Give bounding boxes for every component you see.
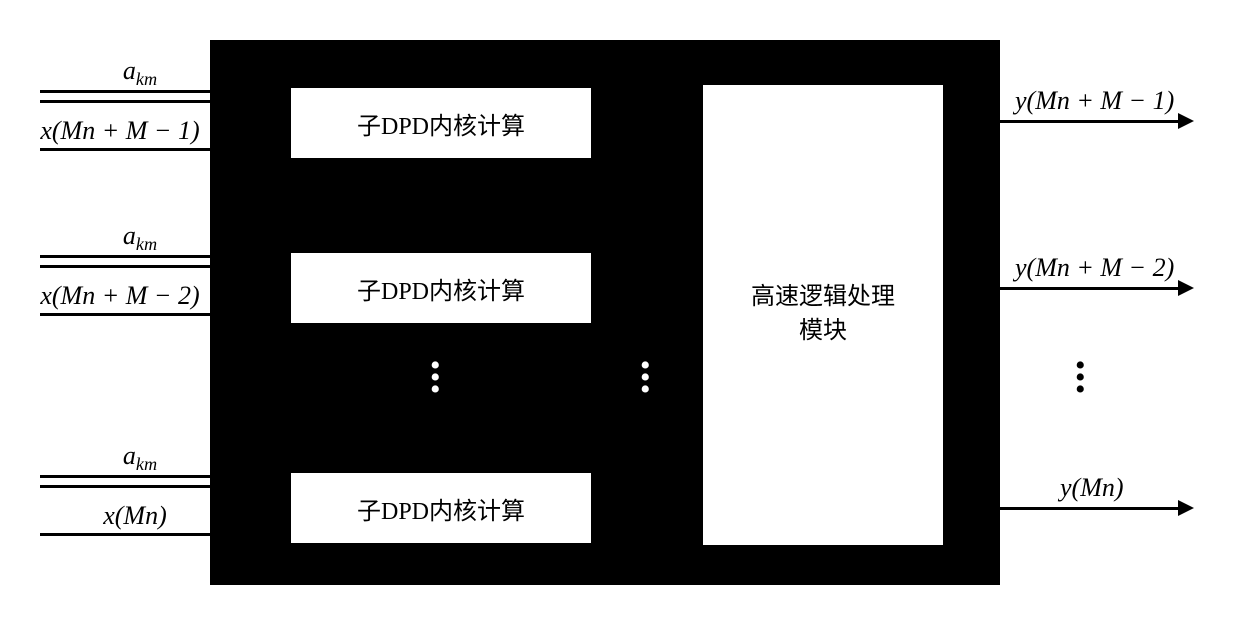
- input-line-a2b: [40, 265, 212, 268]
- dpd-box-2: 子DPD内核计算: [288, 250, 594, 326]
- input-line-a1b: [40, 100, 212, 103]
- out-arrow-1: [1178, 113, 1194, 129]
- input-line-x3: [40, 533, 212, 536]
- input-line-a3b: [40, 485, 212, 488]
- out-line-3: [998, 507, 1180, 510]
- output-3: y(Mn): [1060, 473, 1124, 503]
- input-x-3: x(Mn): [75, 501, 195, 531]
- dpd-box-1: 子DPD内核计算: [288, 85, 594, 161]
- input-line-x1: [40, 148, 212, 151]
- input-line-a1: [40, 90, 212, 93]
- vdots-mid: •••: [640, 360, 651, 396]
- input-a-2: akm: [80, 221, 200, 255]
- logic-box: 高速逻辑处理 模块: [700, 82, 946, 548]
- input-x-2: x(Mn + M − 2): [20, 281, 220, 311]
- logic-label-1: 高速逻辑处理: [751, 281, 895, 315]
- vdots-dpd: •••: [430, 360, 441, 396]
- dpd-label: 子DPD内核计算: [357, 491, 525, 526]
- out-arrow-3: [1178, 500, 1194, 516]
- out-arrow-2: [1178, 280, 1194, 296]
- diagram-root: 子DPD内核计算 子DPD内核计算 子DPD内核计算 高速逻辑处理 模块 •••…: [20, 20, 1240, 608]
- input-a-1: akm: [80, 56, 200, 90]
- vdots-out: •••: [1075, 360, 1086, 396]
- out-line-2: [998, 287, 1180, 290]
- output-1: y(Mn + M − 1): [1015, 86, 1174, 116]
- input-x-1: x(Mn + M − 1): [20, 116, 220, 146]
- dpd-box-3: 子DPD内核计算: [288, 470, 594, 546]
- output-2: y(Mn + M − 2): [1015, 253, 1174, 283]
- out-line-1: [998, 120, 1180, 123]
- input-line-x2: [40, 313, 212, 316]
- logic-label-2: 模块: [799, 315, 847, 349]
- dpd-label: 子DPD内核计算: [357, 271, 525, 306]
- dpd-label: 子DPD内核计算: [357, 106, 525, 141]
- input-line-a2: [40, 255, 212, 258]
- input-a-3: akm: [80, 441, 200, 475]
- input-line-a3: [40, 475, 212, 478]
